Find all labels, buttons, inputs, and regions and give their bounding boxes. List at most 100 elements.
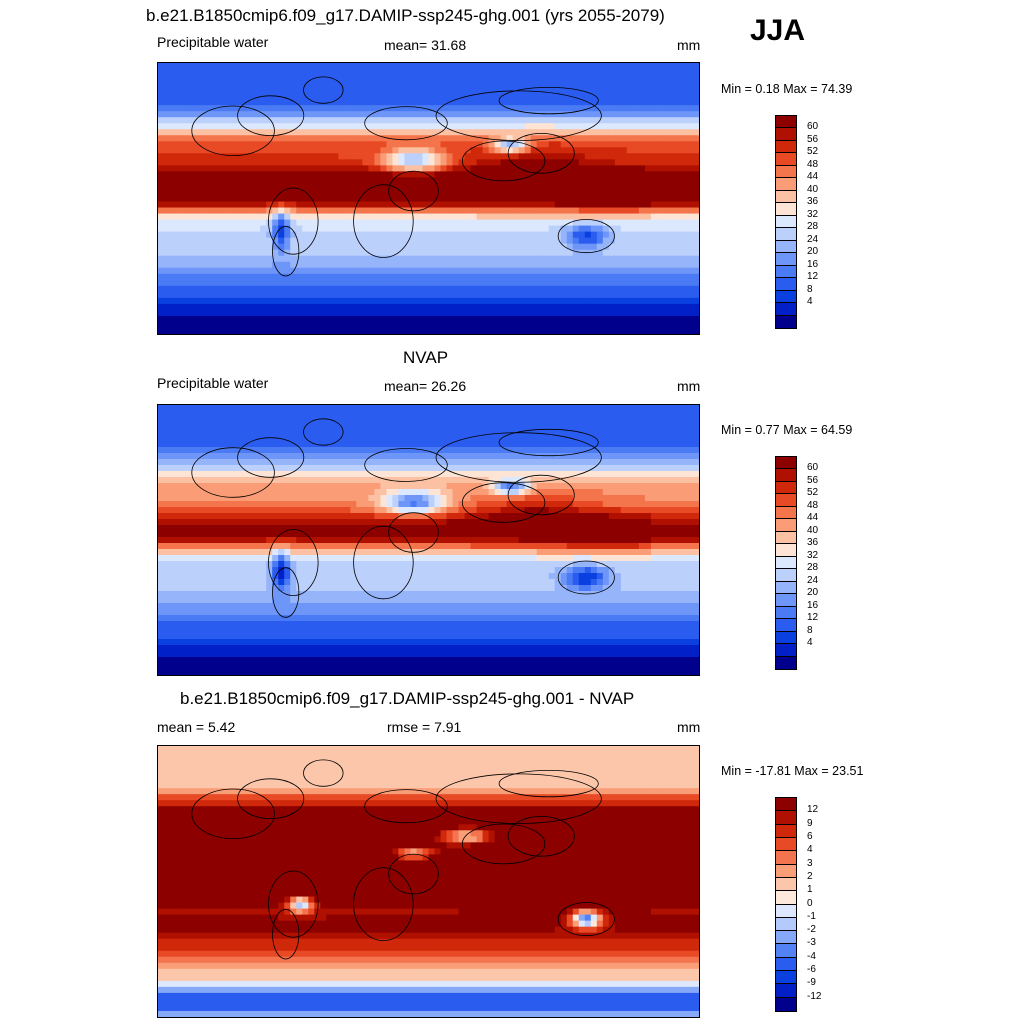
colorbar-tick-label: 56 (807, 133, 819, 145)
coastline-shape (237, 778, 305, 820)
coastline-shape (388, 170, 439, 212)
colorbar-tick-label: 8 (807, 283, 813, 295)
colorbar-swatch (776, 190, 796, 204)
colorbar-swatch (776, 153, 796, 166)
panel-1-variable-label: Precipitable water (157, 34, 269, 50)
colorbar-swatch (776, 140, 796, 154)
colorbar-swatch (776, 824, 796, 838)
colorbar-tick-label: 1 (807, 884, 813, 896)
coastline-shape (498, 86, 599, 115)
colorbar-swatch (776, 581, 796, 595)
colorbar-swatch (776, 851, 796, 865)
colorbar-tick-label: 20 (807, 587, 819, 599)
panel-3-units-label: mm (677, 719, 701, 735)
colorbar-swatch (776, 656, 796, 669)
colorbar-tick-label: 8 (807, 624, 813, 636)
colorbar-swatch (776, 606, 796, 620)
coastline-shape (272, 225, 300, 277)
panel-1-colorbar (775, 115, 797, 329)
coastline-shape (364, 106, 448, 141)
season-label: JJA (750, 14, 806, 47)
colorbar-tick-label: 12 (807, 804, 819, 816)
panel-3-map (157, 745, 700, 1018)
panel-1-map (157, 62, 700, 335)
colorbar-tick-label: -3 (807, 937, 816, 949)
coastlines (191, 418, 615, 618)
colorbar-tick-label: 6 (807, 830, 813, 842)
colorbar-swatch (776, 228, 796, 241)
colorbar-tick-label: -12 (807, 990, 822, 1002)
coastline-shape (461, 140, 546, 182)
colorbar-tick-label: 52 (807, 487, 819, 499)
coastline-shape (507, 816, 575, 857)
panel-2-units-label: mm (677, 378, 701, 394)
colorbar-tick-label: 16 (807, 258, 819, 270)
colorbar-tick-label: 48 (807, 499, 819, 511)
colorbar-swatch (776, 944, 796, 958)
panel-3-colorbar (775, 797, 797, 1012)
coastline-shape (268, 529, 319, 596)
colorbar-tick-label: 36 (807, 196, 819, 208)
coastlines (191, 76, 615, 277)
coastlines (191, 759, 615, 960)
colorbar-tick-label: 12 (807, 271, 819, 283)
colorbar-tick-label: 16 (807, 599, 819, 611)
colorbar-tick-label: 20 (807, 246, 819, 258)
colorbar-swatch (776, 544, 796, 557)
colorbar-swatch (776, 278, 796, 291)
colorbar-tick-label: 4 (807, 296, 813, 308)
panel-2-map (157, 404, 700, 676)
colorbar-tick-label: 44 (807, 512, 819, 524)
panel-3-rmse-label: rmse = 7.91 (387, 719, 462, 735)
panel-2-minmax-label: Min = 0.77 Max = 64.59 (721, 423, 853, 437)
panel-1-minmax-label: Min = 0.18 Max = 74.39 (721, 82, 853, 96)
colorbar-tick-label: 24 (807, 574, 819, 586)
colorbar-tick-label: 48 (807, 158, 819, 170)
colorbar-tick-label: -2 (807, 924, 816, 936)
colorbar-tick-label: 36 (807, 537, 819, 549)
coastline-shape (364, 789, 448, 824)
colorbar-swatch (776, 253, 796, 266)
coastline-shape (388, 853, 439, 895)
coastline-shape (191, 447, 275, 498)
coastline-shape (461, 482, 546, 523)
panel-1-title: b.e21.B1850cmip6.f09_g17.DAMIP-ssp245-gh… (146, 6, 665, 25)
colorbar-swatch (776, 178, 796, 191)
coastline-shape (272, 567, 300, 618)
colorbar-swatch (776, 494, 796, 507)
colorbar-tick-label: -4 (807, 950, 816, 962)
colorbar-tick-label: 32 (807, 208, 819, 220)
colorbar-swatch (776, 811, 796, 825)
colorbar-swatch (776, 315, 796, 328)
coastline-shape (388, 512, 439, 553)
coastline-shape (498, 428, 599, 457)
colorbar-swatch (776, 469, 796, 482)
coastline-shape (191, 105, 275, 157)
coastline-shape (364, 448, 448, 482)
colorbar-swatch (776, 303, 796, 316)
colorbar-swatch (776, 619, 796, 632)
coastline-shape (353, 525, 414, 600)
colorbar-swatch (776, 631, 796, 645)
panel-1-mean-label: mean= 31.68 (384, 37, 467, 53)
coastline-shape (303, 759, 344, 787)
colorbar-swatch (776, 290, 796, 304)
panel-2-mean-label: mean= 26.26 (384, 378, 467, 394)
coastline-shape (303, 418, 344, 446)
colorbar-tick-label: 2 (807, 870, 813, 882)
colorbar-swatch (776, 931, 796, 945)
colorbar-tick-label: 4 (807, 637, 813, 649)
colorbar-swatch (776, 265, 796, 279)
colorbar-tick-label: 12 (807, 612, 819, 624)
colorbar-swatch (776, 506, 796, 520)
coastline-shape (557, 902, 615, 937)
map-field (158, 405, 699, 675)
colorbar-tick-label: 0 (807, 897, 813, 909)
colorbar-swatch (776, 519, 796, 532)
coastline-shape (507, 474, 575, 516)
panel-2-title: NVAP (403, 348, 449, 367)
colorbar-tick-label: 40 (807, 183, 819, 195)
colorbar-swatch (776, 917, 796, 932)
coastline-shape (498, 769, 599, 798)
coastline-shape (557, 560, 615, 595)
